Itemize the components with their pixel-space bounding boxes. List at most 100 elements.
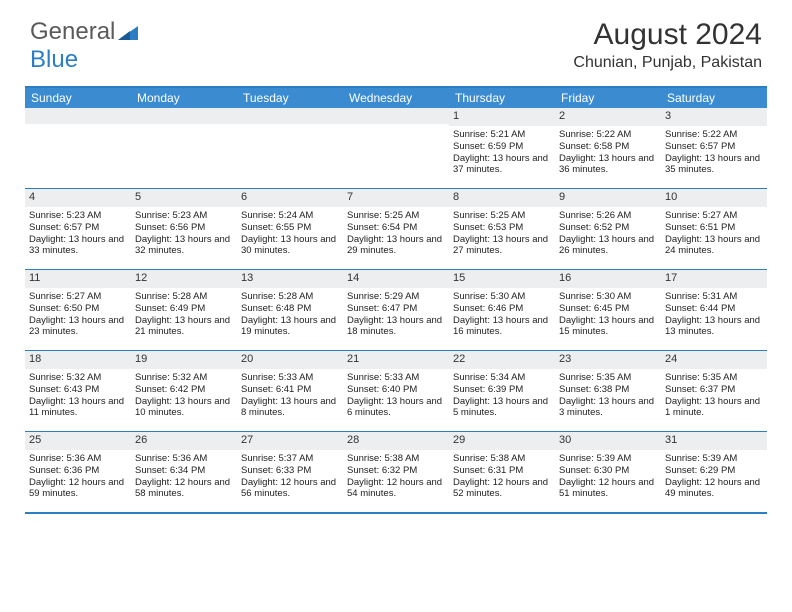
day-cell: 8Sunrise: 5:25 AMSunset: 6:53 PMDaylight… — [449, 189, 555, 269]
logo-triangle-icon — [118, 26, 138, 40]
day-number — [237, 108, 343, 124]
day-number: 17 — [661, 270, 767, 288]
day-number: 9 — [555, 189, 661, 207]
day-cell: 11Sunrise: 5:27 AMSunset: 6:50 PMDayligh… — [25, 270, 131, 350]
day-details: Sunrise: 5:35 AMSunset: 6:38 PMDaylight:… — [555, 369, 661, 426]
day-number: 4 — [25, 189, 131, 207]
day-number: 2 — [555, 108, 661, 126]
day-number: 31 — [661, 432, 767, 450]
day-details: Sunrise: 5:24 AMSunset: 6:55 PMDaylight:… — [237, 207, 343, 264]
logo: General — [30, 18, 140, 46]
day-cell: 18Sunrise: 5:32 AMSunset: 6:43 PMDayligh… — [25, 351, 131, 431]
day-cell: 17Sunrise: 5:31 AMSunset: 6:44 PMDayligh… — [661, 270, 767, 350]
day-details: Sunrise: 5:22 AMSunset: 6:57 PMDaylight:… — [661, 126, 767, 183]
day-details: Sunrise: 5:30 AMSunset: 6:45 PMDaylight:… — [555, 288, 661, 345]
day-cell — [25, 108, 131, 188]
day-cell: 13Sunrise: 5:28 AMSunset: 6:48 PMDayligh… — [237, 270, 343, 350]
day-details: Sunrise: 5:23 AMSunset: 6:56 PMDaylight:… — [131, 207, 237, 264]
day-details: Sunrise: 5:32 AMSunset: 6:43 PMDaylight:… — [25, 369, 131, 426]
day-cell: 7Sunrise: 5:25 AMSunset: 6:54 PMDaylight… — [343, 189, 449, 269]
day-number — [131, 108, 237, 124]
day-cell: 23Sunrise: 5:35 AMSunset: 6:38 PMDayligh… — [555, 351, 661, 431]
day-number: 23 — [555, 351, 661, 369]
day-header-sunday: Sunday — [25, 88, 131, 108]
day-cell: 27Sunrise: 5:37 AMSunset: 6:33 PMDayligh… — [237, 432, 343, 512]
day-details: Sunrise: 5:34 AMSunset: 6:39 PMDaylight:… — [449, 369, 555, 426]
day-number: 26 — [131, 432, 237, 450]
day-number — [25, 108, 131, 124]
day-cell: 24Sunrise: 5:35 AMSunset: 6:37 PMDayligh… — [661, 351, 767, 431]
day-details: Sunrise: 5:38 AMSunset: 6:31 PMDaylight:… — [449, 450, 555, 507]
logo-blue-row: Blue — [30, 46, 78, 74]
day-details: Sunrise: 5:21 AMSunset: 6:59 PMDaylight:… — [449, 126, 555, 183]
day-details: Sunrise: 5:25 AMSunset: 6:53 PMDaylight:… — [449, 207, 555, 264]
day-details: Sunrise: 5:28 AMSunset: 6:48 PMDaylight:… — [237, 288, 343, 345]
day-number: 21 — [343, 351, 449, 369]
day-cell: 22Sunrise: 5:34 AMSunset: 6:39 PMDayligh… — [449, 351, 555, 431]
header: General August 2024 Chunian, Punjab, Pak… — [0, 0, 792, 80]
day-header-tuesday: Tuesday — [237, 88, 343, 108]
day-number: 29 — [449, 432, 555, 450]
day-header-friday: Friday — [555, 88, 661, 108]
day-number: 1 — [449, 108, 555, 126]
day-number: 19 — [131, 351, 237, 369]
week-row: 1Sunrise: 5:21 AMSunset: 6:59 PMDaylight… — [25, 108, 767, 188]
day-cell: 6Sunrise: 5:24 AMSunset: 6:55 PMDaylight… — [237, 189, 343, 269]
day-details: Sunrise: 5:35 AMSunset: 6:37 PMDaylight:… — [661, 369, 767, 426]
day-header-saturday: Saturday — [661, 88, 767, 108]
day-details: Sunrise: 5:28 AMSunset: 6:49 PMDaylight:… — [131, 288, 237, 345]
day-details: Sunrise: 5:32 AMSunset: 6:42 PMDaylight:… — [131, 369, 237, 426]
day-number: 11 — [25, 270, 131, 288]
week-row: 18Sunrise: 5:32 AMSunset: 6:43 PMDayligh… — [25, 350, 767, 431]
day-number: 16 — [555, 270, 661, 288]
day-details: Sunrise: 5:27 AMSunset: 6:51 PMDaylight:… — [661, 207, 767, 264]
day-number — [343, 108, 449, 124]
week-row: 4Sunrise: 5:23 AMSunset: 6:57 PMDaylight… — [25, 188, 767, 269]
day-details: Sunrise: 5:29 AMSunset: 6:47 PMDaylight:… — [343, 288, 449, 345]
day-cell: 29Sunrise: 5:38 AMSunset: 6:31 PMDayligh… — [449, 432, 555, 512]
day-number: 10 — [661, 189, 767, 207]
day-cell: 5Sunrise: 5:23 AMSunset: 6:56 PMDaylight… — [131, 189, 237, 269]
day-cell: 20Sunrise: 5:33 AMSunset: 6:41 PMDayligh… — [237, 351, 343, 431]
day-cell — [343, 108, 449, 188]
weeks-container: 1Sunrise: 5:21 AMSunset: 6:59 PMDaylight… — [25, 108, 767, 512]
logo-text-general: General — [30, 18, 115, 46]
day-cell — [237, 108, 343, 188]
day-number: 3 — [661, 108, 767, 126]
day-number: 27 — [237, 432, 343, 450]
month-title: August 2024 — [573, 18, 762, 52]
day-details: Sunrise: 5:31 AMSunset: 6:44 PMDaylight:… — [661, 288, 767, 345]
day-details: Sunrise: 5:39 AMSunset: 6:29 PMDaylight:… — [661, 450, 767, 507]
day-number: 18 — [25, 351, 131, 369]
day-cell: 25Sunrise: 5:36 AMSunset: 6:36 PMDayligh… — [25, 432, 131, 512]
day-cell: 3Sunrise: 5:22 AMSunset: 6:57 PMDaylight… — [661, 108, 767, 188]
day-cell: 2Sunrise: 5:22 AMSunset: 6:58 PMDaylight… — [555, 108, 661, 188]
location-text: Chunian, Punjab, Pakistan — [573, 54, 762, 72]
day-cell: 15Sunrise: 5:30 AMSunset: 6:46 PMDayligh… — [449, 270, 555, 350]
day-details: Sunrise: 5:37 AMSunset: 6:33 PMDaylight:… — [237, 450, 343, 507]
day-cell: 4Sunrise: 5:23 AMSunset: 6:57 PMDaylight… — [25, 189, 131, 269]
day-details: Sunrise: 5:27 AMSunset: 6:50 PMDaylight:… — [25, 288, 131, 345]
day-details: Sunrise: 5:36 AMSunset: 6:36 PMDaylight:… — [25, 450, 131, 507]
day-number: 8 — [449, 189, 555, 207]
day-number: 5 — [131, 189, 237, 207]
day-number: 12 — [131, 270, 237, 288]
day-number: 7 — [343, 189, 449, 207]
day-cell: 1Sunrise: 5:21 AMSunset: 6:59 PMDaylight… — [449, 108, 555, 188]
day-cell: 19Sunrise: 5:32 AMSunset: 6:42 PMDayligh… — [131, 351, 237, 431]
day-details: Sunrise: 5:26 AMSunset: 6:52 PMDaylight:… — [555, 207, 661, 264]
day-number: 20 — [237, 351, 343, 369]
day-number: 24 — [661, 351, 767, 369]
calendar: SundayMondayTuesdayWednesdayThursdayFrid… — [25, 86, 767, 514]
logo-text-blue: Blue — [30, 46, 78, 73]
day-cell: 12Sunrise: 5:28 AMSunset: 6:49 PMDayligh… — [131, 270, 237, 350]
day-cell: 16Sunrise: 5:30 AMSunset: 6:45 PMDayligh… — [555, 270, 661, 350]
day-number: 30 — [555, 432, 661, 450]
day-number: 25 — [25, 432, 131, 450]
day-details: Sunrise: 5:30 AMSunset: 6:46 PMDaylight:… — [449, 288, 555, 345]
week-row: 11Sunrise: 5:27 AMSunset: 6:50 PMDayligh… — [25, 269, 767, 350]
week-row: 25Sunrise: 5:36 AMSunset: 6:36 PMDayligh… — [25, 431, 767, 512]
day-header-wednesday: Wednesday — [343, 88, 449, 108]
day-details: Sunrise: 5:38 AMSunset: 6:32 PMDaylight:… — [343, 450, 449, 507]
day-number: 14 — [343, 270, 449, 288]
